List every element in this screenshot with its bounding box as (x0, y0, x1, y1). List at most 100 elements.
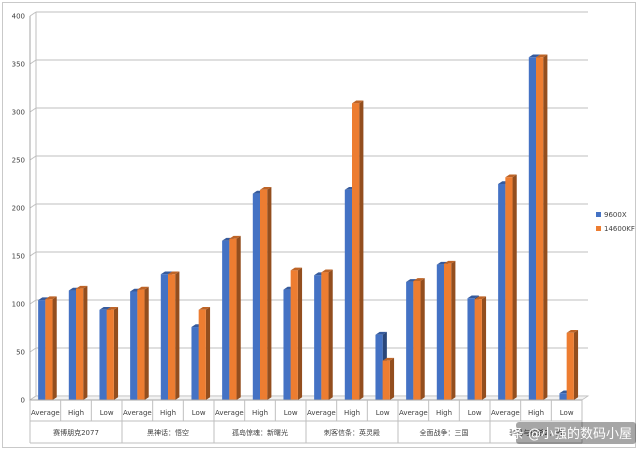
y-tick-label: 0 (21, 397, 25, 405)
bar (505, 174, 517, 400)
bar-front (498, 184, 506, 400)
bar (76, 285, 88, 400)
category-label: Low (192, 409, 206, 417)
gridline-side (29, 347, 37, 353)
bar-front (45, 299, 53, 400)
bar-side (359, 100, 364, 400)
bar (198, 306, 211, 400)
gridline-side (29, 11, 37, 17)
bar-side (297, 267, 303, 400)
bar-top (474, 296, 487, 300)
bar-top (168, 271, 180, 275)
y-tick-label: 150 (12, 253, 25, 261)
bar-top (45, 296, 57, 300)
category-label: High (68, 409, 84, 417)
bar (229, 235, 241, 400)
bar-top (436, 261, 449, 265)
bar-front (444, 263, 452, 400)
category-label: High (252, 409, 268, 417)
category-label: High (436, 409, 452, 417)
bar-front (467, 298, 475, 400)
bar-front (528, 57, 536, 400)
bar-front (314, 275, 322, 400)
gridline-side (29, 299, 37, 305)
category-label: Average (491, 409, 520, 417)
bar-front (382, 360, 390, 400)
bar-front (566, 332, 574, 400)
y-tick-label: 50 (16, 349, 25, 357)
bar (168, 271, 180, 400)
bar-side (481, 296, 487, 400)
bar (106, 306, 119, 400)
bar (321, 269, 333, 400)
category-label: Average (123, 409, 152, 417)
bar-front (252, 193, 260, 400)
gridline-side (29, 203, 37, 209)
bar-front (99, 309, 107, 400)
legend-item: 9600X (596, 211, 627, 219)
bar-top (198, 306, 211, 310)
bar-front (436, 264, 444, 400)
axes: 0 50 100 150 200 250 300 350 400 Average High Low Av… (12, 13, 583, 444)
category-label: Low (376, 409, 390, 417)
bar-front (130, 291, 138, 400)
bar-side (573, 330, 579, 400)
y-tick-label: 300 (12, 109, 25, 117)
bar-front (191, 327, 199, 400)
bar-front (352, 103, 360, 401)
bar (536, 54, 548, 400)
bar-top (229, 235, 241, 239)
bar-side (144, 286, 149, 400)
bar-top (160, 271, 173, 275)
bar-front (229, 238, 237, 400)
bar-side (267, 186, 272, 400)
bar-front (321, 272, 329, 400)
bar-front (68, 290, 76, 400)
y-tick-label: 100 (12, 301, 25, 309)
bar-side (205, 306, 211, 400)
legend: 9600X 14600KF (596, 211, 635, 233)
bar-top (76, 285, 88, 289)
y-tick-label: 400 (12, 13, 25, 21)
bar-side (113, 306, 119, 400)
bar-front (160, 274, 168, 400)
bar-top (413, 278, 425, 281)
bar-top (106, 306, 119, 310)
bar-side (543, 54, 548, 400)
bar-top (566, 330, 579, 333)
bar-side (236, 235, 241, 400)
bar-top (321, 269, 333, 273)
bar-top (444, 260, 456, 264)
bar-side (420, 278, 425, 400)
category-label: Low (560, 409, 574, 417)
category-label: High (528, 409, 544, 417)
bar-side (83, 285, 88, 400)
bar-front (137, 289, 145, 400)
bar-front (198, 309, 206, 400)
legend-swatch (596, 212, 601, 217)
bar-front (222, 240, 230, 400)
bar (444, 260, 456, 400)
bar-side (175, 271, 180, 400)
group-label: 骑马与砍杀2：霸 (509, 428, 562, 437)
bar-side (512, 174, 517, 400)
group-label: 全面战争：三国 (420, 428, 469, 437)
bar-front (283, 289, 291, 400)
bar-front (106, 309, 114, 400)
bar-top (536, 54, 548, 58)
bar-side (451, 260, 456, 400)
category-label: Average (307, 409, 336, 417)
category-label: Low (100, 409, 114, 417)
bar-front (290, 270, 298, 400)
bar-front (344, 189, 352, 400)
bar (474, 296, 487, 400)
category-label: Average (215, 409, 244, 417)
y-tick-label: 350 (12, 61, 25, 69)
gridline-side (29, 251, 37, 257)
bar (137, 286, 149, 400)
gridline-side (29, 155, 37, 161)
bar-front (413, 280, 421, 400)
bar (45, 296, 57, 400)
bar (382, 357, 395, 400)
